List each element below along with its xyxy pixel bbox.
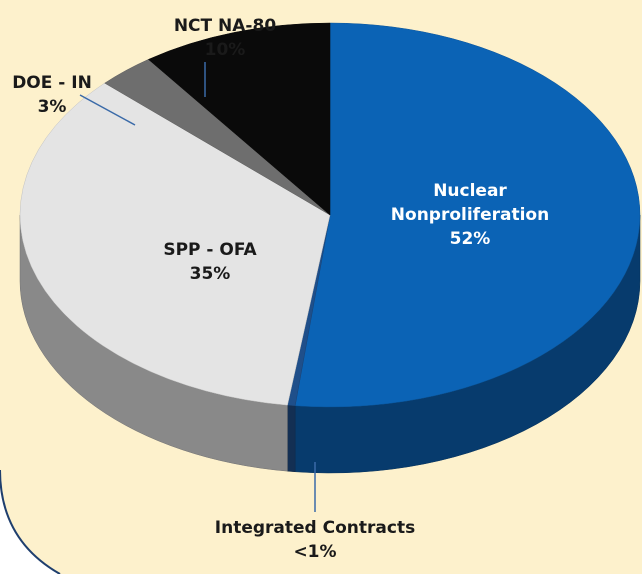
leader-line — [79, 94, 136, 126]
pie-slice — [294, 22, 641, 408]
value-label: 52% — [449, 229, 491, 249]
leader-lines — [79, 62, 316, 512]
border — [0, 469, 61, 574]
value-label: 3% — [37, 97, 67, 117]
value-label: 10% — [204, 40, 246, 60]
slice-label: Integrated Contracts <1% — [185, 516, 445, 564]
category-label: NCT NA-80 — [173, 16, 277, 36]
pie-side — [287, 404, 296, 473]
category-label: Integrated Contracts — [214, 518, 416, 538]
value-label: <1% — [293, 542, 337, 562]
pie-slice — [19, 82, 331, 406]
slice-label: SPP - OFA 35% — [130, 238, 290, 286]
slice-label: Nuclear Nonproliferation 52% — [370, 179, 570, 251]
category-label: DOE - IN — [12, 73, 92, 93]
slice-label: NCT NA-80 10% — [145, 14, 305, 62]
pie-tops — [19, 22, 641, 408]
pie-slice — [147, 22, 331, 216]
category-label: Nuclear Nonproliferation — [390, 181, 550, 225]
value-label: 35% — [189, 264, 231, 284]
pie-sides — [19, 214, 641, 474]
category-label: SPP - OFA — [163, 240, 257, 260]
slice-label: DOE - IN 3% — [0, 71, 112, 119]
